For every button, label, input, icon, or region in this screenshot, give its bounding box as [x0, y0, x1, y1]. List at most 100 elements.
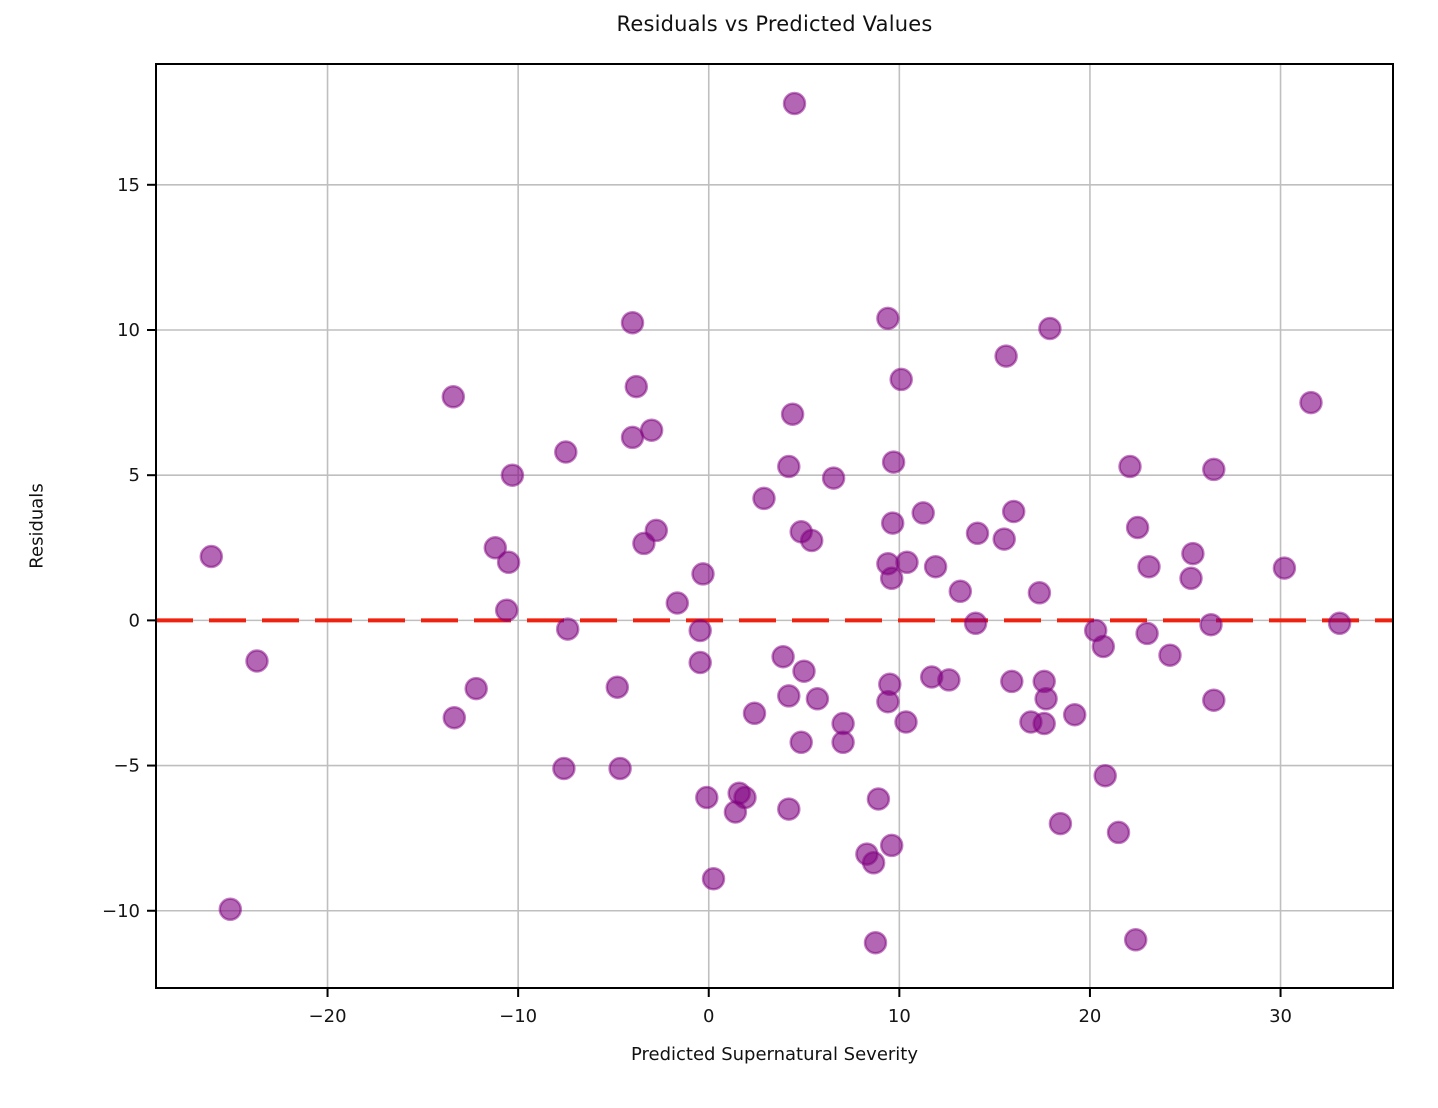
data-point [863, 930, 888, 955]
chart-title: Residuals vs Predicted Values [616, 12, 933, 36]
data-point [665, 591, 690, 615]
x-axis-label: Predicted Supernatural Severity [630, 1044, 919, 1065]
data-point [992, 527, 1016, 551]
data-point [948, 579, 973, 604]
data-point [994, 344, 1018, 368]
data-point [1062, 702, 1087, 727]
x-tick-label: −20 [309, 1006, 347, 1027]
data-point [245, 649, 269, 673]
data-point [1038, 316, 1062, 341]
y-axis-label: Residuals [26, 483, 48, 569]
data-point [494, 598, 519, 622]
y-tick-label: 10 [117, 320, 140, 341]
data-point [780, 402, 805, 426]
data-point [1027, 581, 1052, 605]
data-point [866, 787, 891, 811]
data-point [1202, 457, 1226, 482]
data-point [1135, 621, 1159, 646]
data-point [911, 501, 935, 525]
data-point [821, 466, 846, 490]
x-tick-label: −10 [499, 1006, 537, 1027]
data-point [1032, 711, 1056, 736]
y-tick-label: 0 [129, 610, 140, 631]
data-point [1179, 566, 1203, 591]
y-tick-label: 5 [129, 465, 140, 486]
data-point [723, 800, 748, 824]
data-point [1299, 390, 1323, 415]
data-point [442, 705, 467, 730]
data-point [879, 833, 904, 858]
data-point [688, 650, 712, 675]
data-point [1106, 820, 1131, 845]
data-point [1048, 811, 1073, 836]
x-tick-label: 30 [1269, 1006, 1292, 1027]
data-point [620, 425, 645, 450]
x-tick-label: 0 [703, 1006, 714, 1027]
plot-background [156, 64, 1393, 988]
data-point [879, 566, 904, 591]
data-point [777, 797, 801, 821]
data-point [1158, 643, 1182, 667]
data-point [500, 463, 525, 487]
data-point [1123, 928, 1148, 952]
x-tick-label: 20 [1078, 1006, 1101, 1027]
data-point [555, 617, 580, 641]
data-point [880, 511, 905, 535]
data-point [876, 306, 900, 331]
data-point [605, 675, 630, 699]
data-point [1202, 688, 1226, 712]
data-point [789, 730, 813, 755]
data-point [620, 310, 645, 335]
data-point [1327, 611, 1352, 636]
data-point [1125, 515, 1150, 540]
y-tick-label: 15 [117, 175, 140, 196]
data-point [963, 611, 988, 636]
data-point [695, 785, 719, 810]
data-point [1181, 541, 1205, 566]
data-point [1199, 612, 1223, 637]
data-point [1001, 499, 1026, 524]
data-point [792, 659, 816, 683]
data-point [199, 544, 224, 569]
data-point [701, 867, 726, 891]
data-point [895, 550, 919, 575]
plot-border [155, 63, 1394, 989]
data-point [782, 91, 807, 116]
data-point [218, 897, 243, 922]
data-point [1137, 554, 1161, 579]
y-tick-label: −10 [102, 901, 140, 922]
data-point [894, 710, 918, 734]
data-point [464, 676, 488, 701]
data-point [831, 730, 855, 755]
data-point [742, 701, 767, 726]
data-point [1118, 454, 1142, 479]
data-point [1093, 763, 1117, 788]
data-point [777, 454, 801, 479]
data-point [608, 756, 632, 781]
data-point [1091, 634, 1116, 659]
data-point [752, 486, 776, 511]
data-point [554, 440, 578, 464]
data-point [496, 550, 521, 575]
data-point [881, 450, 906, 474]
data-point [777, 684, 801, 708]
data-point [937, 668, 961, 692]
data-point [1034, 687, 1058, 711]
data-point [799, 528, 824, 553]
data-point [1272, 556, 1297, 580]
data-point [632, 531, 656, 556]
data-point [923, 554, 948, 579]
data-point [688, 618, 712, 643]
data-point [639, 418, 664, 442]
data-point [805, 687, 830, 711]
data-point [876, 689, 900, 714]
data-point [691, 562, 715, 586]
x-tick-label: 10 [888, 1006, 911, 1027]
data-point [965, 521, 990, 546]
data-point [1000, 669, 1024, 694]
data-point [771, 644, 795, 669]
data-point [441, 385, 466, 409]
data-point [889, 367, 913, 392]
